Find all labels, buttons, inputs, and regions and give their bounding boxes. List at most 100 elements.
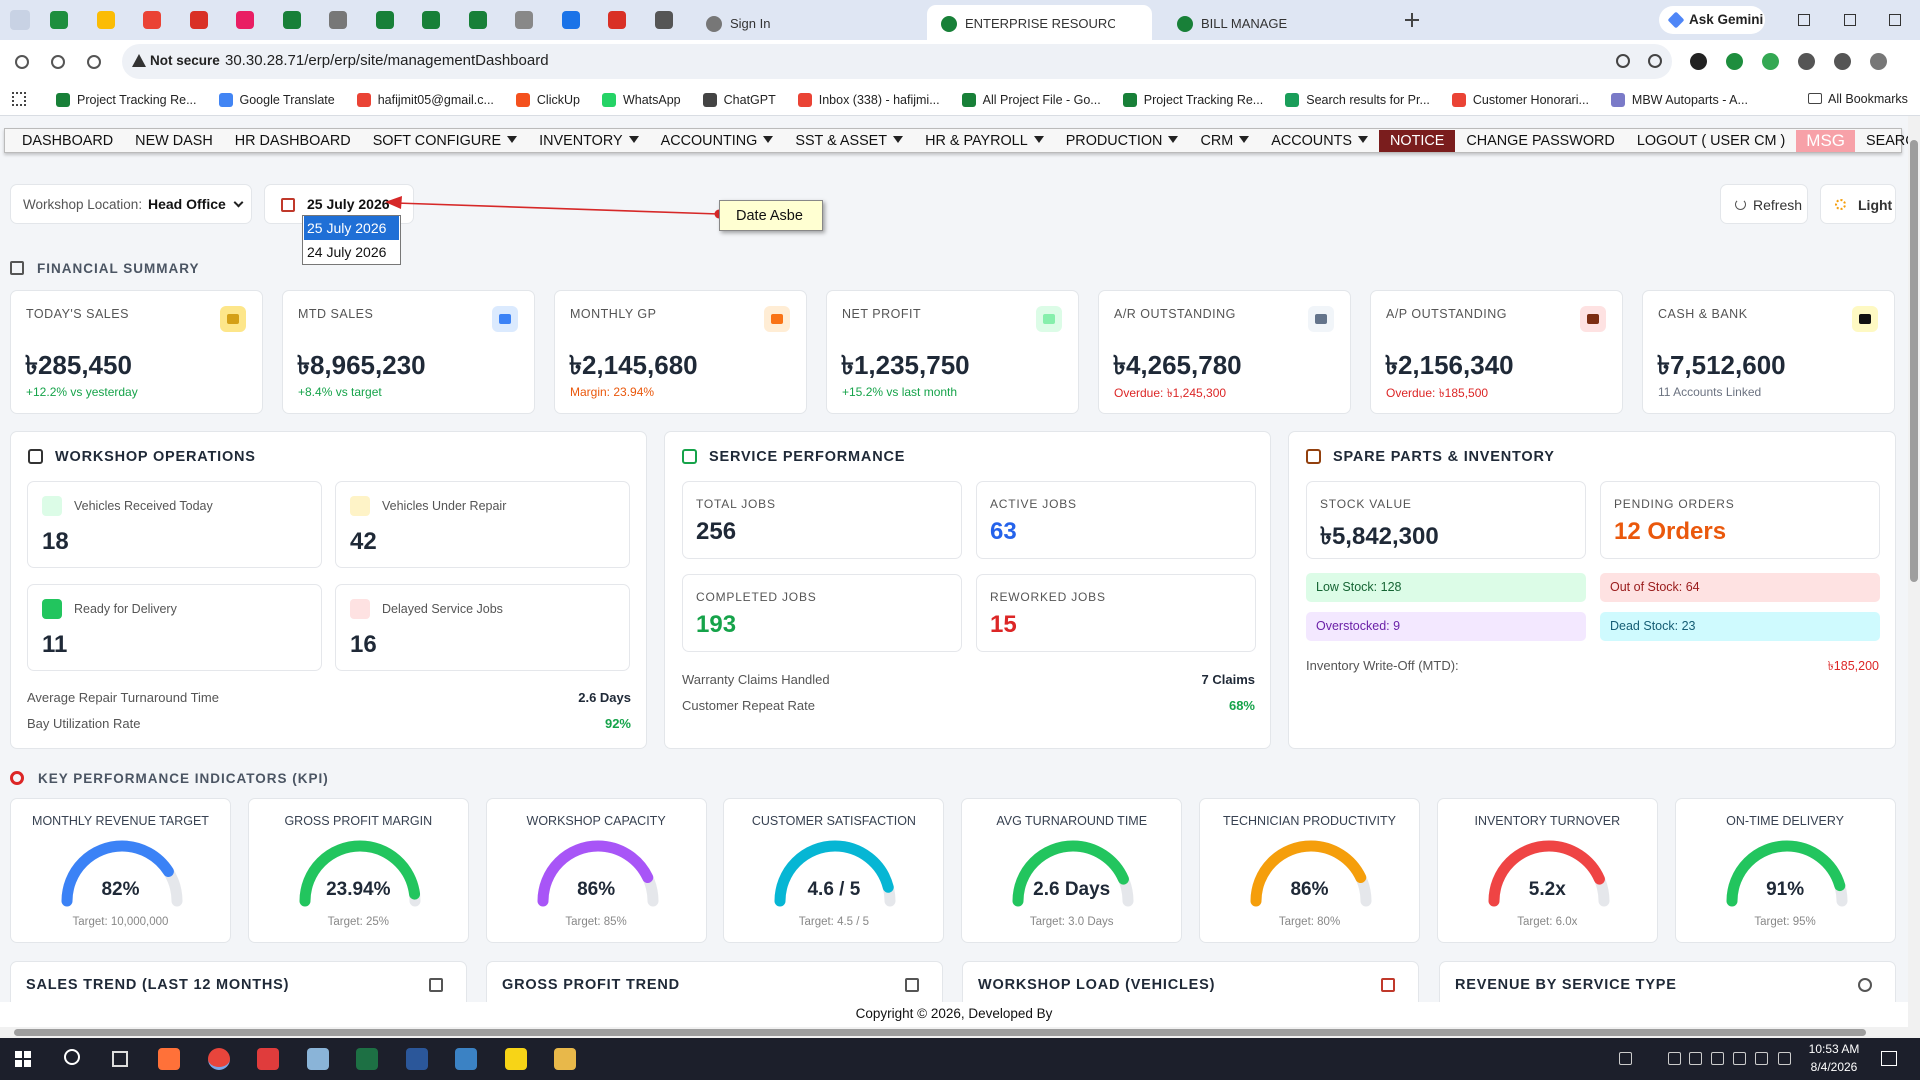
browser-tab[interactable]: Sign In: [692, 5, 917, 40]
window-control[interactable]: [1889, 14, 1901, 26]
menu-item[interactable]: ACCOUNTING: [650, 130, 785, 152]
bookmark[interactable]: ChatGPT: [702, 92, 776, 107]
tab-title: BILL MANAGE: [1201, 16, 1288, 31]
nav-button[interactable]: [15, 55, 29, 69]
bookmark[interactable]: hafijmit05@gmail.c...: [356, 92, 494, 107]
taskbar-app[interactable]: [158, 1048, 180, 1070]
tray-icon[interactable]: [1733, 1052, 1746, 1065]
bookmark[interactable]: Inbox (338) - hafijmi...: [797, 92, 940, 107]
bookmark[interactable]: MBW Autoparts - A...: [1610, 92, 1748, 107]
pinned-tab[interactable]: [515, 11, 533, 29]
bookmark[interactable]: Customer Honorari...: [1451, 92, 1589, 107]
omnibox[interactable]: Not secure 30.30.28.71/erp/erp/site/manag…: [122, 44, 1672, 79]
pinned-tab[interactable]: [561, 11, 580, 29]
menu-item[interactable]: HR & PAYROLL: [914, 130, 1055, 152]
pinned-tab[interactable]: [654, 11, 673, 29]
menu-item[interactable]: DASHBOARD: [22, 132, 114, 149]
tab-close[interactable]: [1127, 15, 1139, 27]
browser-tab[interactable]: ENTERPRISE RESOURCE PLANN: [927, 5, 1152, 40]
bookmark[interactable]: All Project File - Go...: [961, 92, 1101, 107]
scroll-thumb[interactable]: [1910, 140, 1918, 582]
tray-icon[interactable]: [1619, 1052, 1632, 1065]
pinned-tab[interactable]: [96, 11, 115, 29]
extension-icon[interactable]: [1726, 53, 1743, 70]
apps-icon[interactable]: [12, 92, 26, 106]
workshop-selector[interactable]: Workshop Location: Head Office: [10, 184, 252, 224]
extension-icon[interactable]: [1834, 53, 1851, 70]
pinned-tab[interactable]: [236, 11, 254, 29]
scroll-thumb[interactable]: [14, 1029, 1866, 1036]
bookmark[interactable]: Project Tracking Re...: [1122, 92, 1263, 107]
menu-item[interactable]: ACCOUNTS: [1260, 130, 1379, 152]
tab-close[interactable]: [892, 15, 904, 27]
bookmark[interactable]: Search results for Pr...: [1285, 92, 1430, 107]
menu-item[interactable]: CHANGE PASSWORD: [1466, 132, 1615, 149]
menu-item[interactable]: CRM: [1189, 130, 1260, 152]
pinned-tab[interactable]: [608, 11, 626, 29]
taskbar-app[interactable]: [257, 1048, 279, 1070]
tray-icon[interactable]: [1668, 1052, 1681, 1065]
taskbar-app[interactable]: [554, 1048, 576, 1070]
task-view-button[interactable]: [112, 1051, 128, 1067]
calendar-icon: [281, 198, 295, 212]
pinned-tab[interactable]: [282, 11, 301, 29]
extension-icon[interactable]: [1762, 53, 1779, 70]
search-button[interactable]: [64, 1049, 80, 1065]
menu-item[interactable]: INVENTORY: [528, 130, 649, 152]
warning-icon: [132, 54, 146, 67]
bookmark[interactable]: Google Translate: [218, 92, 335, 107]
start-button[interactable]: [15, 1051, 31, 1067]
pinned-tab[interactable]: [375, 11, 394, 29]
taskbar-app[interactable]: [455, 1048, 477, 1070]
window-control[interactable]: [1798, 14, 1810, 26]
pinned-tab[interactable]: [329, 11, 347, 29]
extension-icon[interactable]: [1690, 53, 1707, 70]
bookmark[interactable]: WhatsApp: [601, 92, 681, 107]
menu-item[interactable]: SST & ASSET: [784, 130, 914, 152]
date-option[interactable]: 25 July 2026: [304, 216, 399, 240]
tray-icon[interactable]: [1711, 1052, 1724, 1065]
ask-gemini-button[interactable]: Ask Gemini: [1659, 6, 1765, 34]
notification-button[interactable]: [1881, 1051, 1897, 1066]
tab-close[interactable]: [1363, 15, 1375, 27]
menu-item[interactable]: MSG: [1796, 129, 1856, 152]
all-bookmarks[interactable]: All Bookmarks: [1808, 92, 1908, 106]
window-control[interactable]: [1844, 14, 1856, 26]
menu-item[interactable]: NEW DASH: [135, 132, 213, 149]
extension-icon[interactable]: [1798, 53, 1815, 70]
tray-icon[interactable]: [1778, 1052, 1791, 1065]
tray-icon[interactable]: [1689, 1052, 1702, 1065]
omnibox-icon[interactable]: [1616, 54, 1630, 68]
tray-icon[interactable]: [1755, 1052, 1768, 1065]
taskbar-app[interactable]: [306, 1048, 329, 1070]
pinned-tab[interactable]: [422, 11, 440, 29]
theme-toggle[interactable]: Light: [1820, 184, 1896, 224]
taskbar-app[interactable]: [504, 1048, 527, 1070]
menu-item[interactable]: HR DASHBOARD: [234, 132, 351, 149]
menu-item[interactable]: SEARCH MENUS: [1866, 132, 1920, 149]
tab-search-button[interactable]: [10, 10, 30, 30]
nav-button[interactable]: [51, 55, 65, 69]
bookmark-icon: [1122, 92, 1137, 107]
menu-item[interactable]: PRODUCTION: [1055, 130, 1190, 152]
taskbar-app[interactable]: [356, 1048, 378, 1070]
nav-button[interactable]: [87, 55, 101, 69]
pinned-tab[interactable]: [468, 11, 487, 29]
refresh-button[interactable]: Refresh: [1720, 184, 1808, 224]
pinned-tab[interactable]: [189, 11, 208, 29]
taskbar-app[interactable]: [207, 1048, 230, 1070]
pinned-tab[interactable]: [50, 11, 68, 29]
menu-item[interactable]: LOGOUT ( USER CM ): [1636, 132, 1786, 149]
bookmark[interactable]: ClickUp: [515, 92, 580, 107]
omnibox-icon[interactable]: [1648, 54, 1662, 68]
browser-tab[interactable]: BILL MANAGE: [1163, 5, 1388, 40]
date-option[interactable]: 24 July 2026: [307, 244, 387, 260]
menu-item[interactable]: SOFT CONFIGURE: [362, 130, 528, 152]
menu-item[interactable]: NOTICE: [1379, 129, 1456, 152]
pinned-tab[interactable]: [143, 11, 161, 29]
taskbar-app[interactable]: [405, 1048, 428, 1070]
bookmark[interactable]: Project Tracking Re...: [56, 92, 197, 107]
new-tab-button[interactable]: [1404, 12, 1420, 28]
extension-icon[interactable]: [1870, 53, 1887, 70]
kpi-target: Target: 80%: [1278, 916, 1341, 928]
